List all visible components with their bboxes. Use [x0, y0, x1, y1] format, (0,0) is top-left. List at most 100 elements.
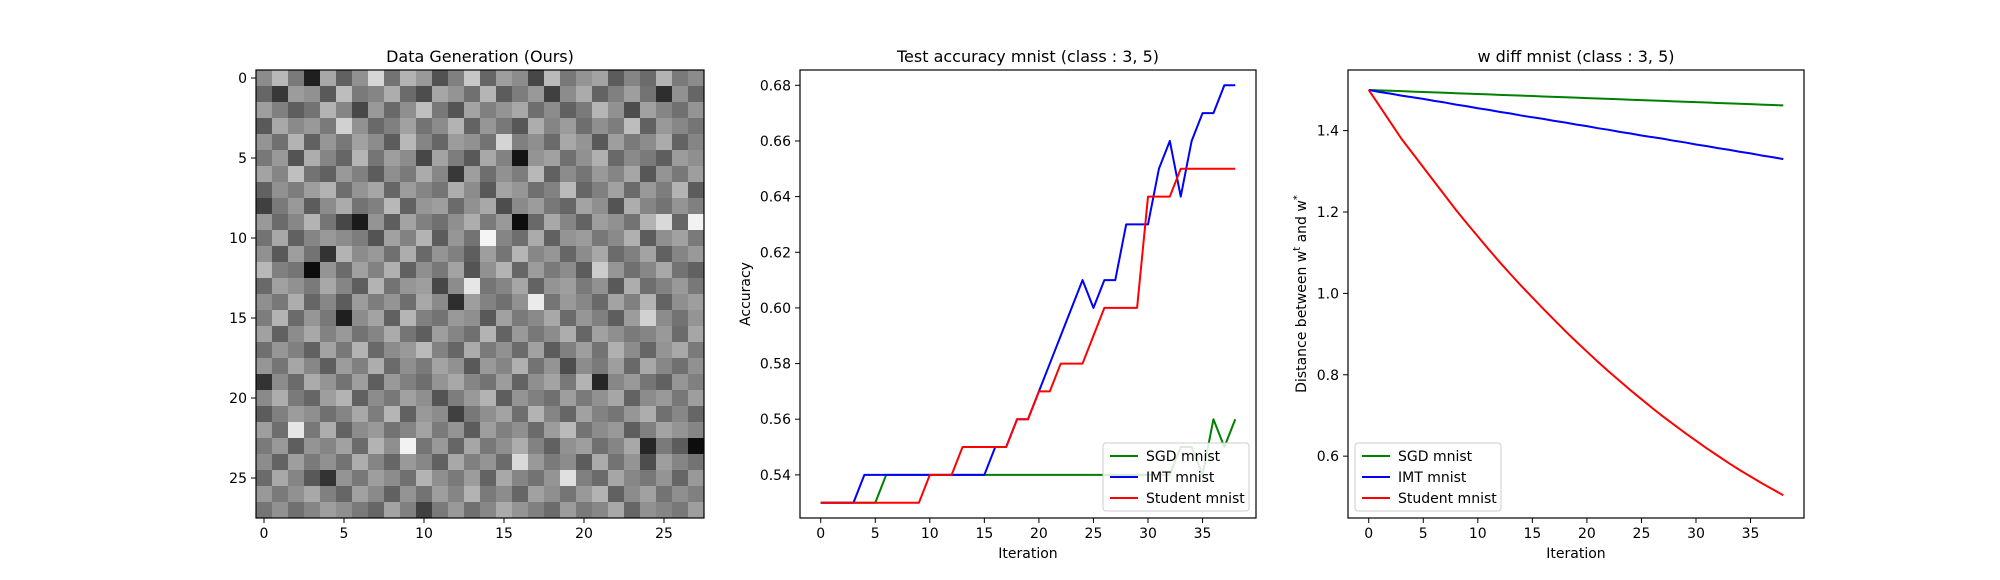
heatmap-cell: [672, 454, 689, 471]
heatmap-cell: [608, 374, 625, 391]
heatmap-cell: [272, 70, 289, 87]
heatmap-cell: [688, 406, 705, 423]
heatmap-cell: [320, 486, 337, 503]
heatmap-cell: [656, 262, 673, 279]
heatmap-cell: [560, 70, 577, 87]
heatmap-cell: [512, 166, 529, 183]
heatmap-cell: [672, 70, 689, 87]
heatmap-cell: [592, 374, 609, 391]
heatmap-cell: [480, 230, 497, 247]
heatmap-cell: [688, 118, 705, 135]
heatmap-cell: [544, 454, 561, 471]
heatmap-cell: [272, 502, 289, 519]
heatmap-cell: [624, 294, 641, 311]
heatmap-cell: [336, 150, 353, 167]
heatmap-cell: [480, 342, 497, 359]
heatmap-cell: [464, 86, 481, 103]
accuracy-legend-box: [1102, 442, 1250, 512]
heatmap-cell: [592, 262, 609, 279]
heatmap-cell: [464, 390, 481, 407]
heatmap-cell: [640, 278, 657, 295]
heatmap-cell: [352, 374, 369, 391]
heatmap-cell: [288, 310, 305, 327]
heatmap-cell: [688, 438, 705, 455]
heatmap-cell: [640, 454, 657, 471]
heatmap-cell: [672, 118, 689, 135]
heatmap-cell: [416, 182, 433, 199]
heatmap-cell: [320, 182, 337, 199]
heatmap-cell: [640, 422, 657, 439]
accuracy-x-tick-label: 35: [1194, 526, 1212, 542]
wdiff-legend: SGD mnist IMT mnist Student mnist: [1354, 442, 1502, 512]
heatmap-cell: [592, 486, 609, 503]
heatmap-cell: [560, 230, 577, 247]
heatmap-cell: [608, 230, 625, 247]
heatmap-cell: [672, 310, 689, 327]
heatmap-cell: [544, 342, 561, 359]
heatmap-cell: [416, 390, 433, 407]
heatmap-cell: [608, 438, 625, 455]
heatmap-cell: [608, 358, 625, 375]
heatmap-cell: [352, 342, 369, 359]
heatmap-cell: [544, 214, 561, 231]
heatmap-cell: [576, 438, 593, 455]
heatmap-cell: [608, 406, 625, 423]
heatmap-cell: [400, 166, 417, 183]
heatmap-cell: [288, 406, 305, 423]
heatmap-cell: [368, 166, 385, 183]
heatmap-cell: [352, 150, 369, 167]
heatmap-cell: [544, 86, 561, 103]
heatmap-cell: [384, 182, 401, 199]
heatmap-cell: [560, 310, 577, 327]
wdiff-series-student: [1367, 89, 1784, 497]
heatmap-cell: [320, 230, 337, 247]
heatmap-cell: [320, 294, 337, 311]
heatmap-cell: [256, 470, 273, 487]
heatmap-cell: [272, 278, 289, 295]
heatmap-cell: [272, 406, 289, 423]
heatmap-cell: [464, 214, 481, 231]
heatmap-cell: [400, 118, 417, 135]
heatmap-cell: [688, 166, 705, 183]
heatmap-cell: [544, 294, 561, 311]
heatmap-cell: [288, 374, 305, 391]
heatmap-cell: [448, 134, 465, 151]
heatmap-cell: [640, 486, 657, 503]
heatmap-cell: [528, 70, 545, 87]
heatmap-cell: [576, 182, 593, 199]
heatmap-cell: [448, 390, 465, 407]
heatmap-cell: [256, 102, 273, 119]
heatmap-cell: [672, 326, 689, 343]
accuracy-y-tick-label: 0.58: [760, 357, 791, 373]
heatmap-cell: [672, 166, 689, 183]
heatmap-cell: [672, 214, 689, 231]
heatmap-cell: [544, 310, 561, 327]
heatmap-cell: [576, 374, 593, 391]
heatmap-cell: [608, 342, 625, 359]
heatmap-cell: [416, 198, 433, 215]
heatmap-cell: [640, 134, 657, 151]
heatmap-cell: [368, 342, 385, 359]
heatmap-cell: [432, 310, 449, 327]
heatmap-cell: [560, 438, 577, 455]
heatmap-cell: [432, 70, 449, 87]
heatmap-cell: [320, 422, 337, 439]
heatmap-cell: [608, 310, 625, 327]
heatmap-cell: [304, 214, 321, 231]
heatmap-cell: [656, 438, 673, 455]
heatmap-cell: [512, 310, 529, 327]
heatmap-cell: [400, 86, 417, 103]
heatmap-cell: [448, 214, 465, 231]
heatmap-cell: [592, 422, 609, 439]
heatmap-cell: [368, 230, 385, 247]
heatmap-cell: [400, 246, 417, 263]
heatmap-cell: [512, 486, 529, 503]
heatmap-cell: [528, 406, 545, 423]
heatmap-cell: [384, 246, 401, 263]
heatmap-cell: [480, 214, 497, 231]
heatmap-cell: [304, 134, 321, 151]
heatmap-cell: [288, 70, 305, 87]
wdiff-title: w diff mnist (class : 3, 5): [1477, 47, 1674, 66]
heatmap-cell: [576, 198, 593, 215]
legend-label-imt: IMT mnist: [1146, 470, 1215, 486]
